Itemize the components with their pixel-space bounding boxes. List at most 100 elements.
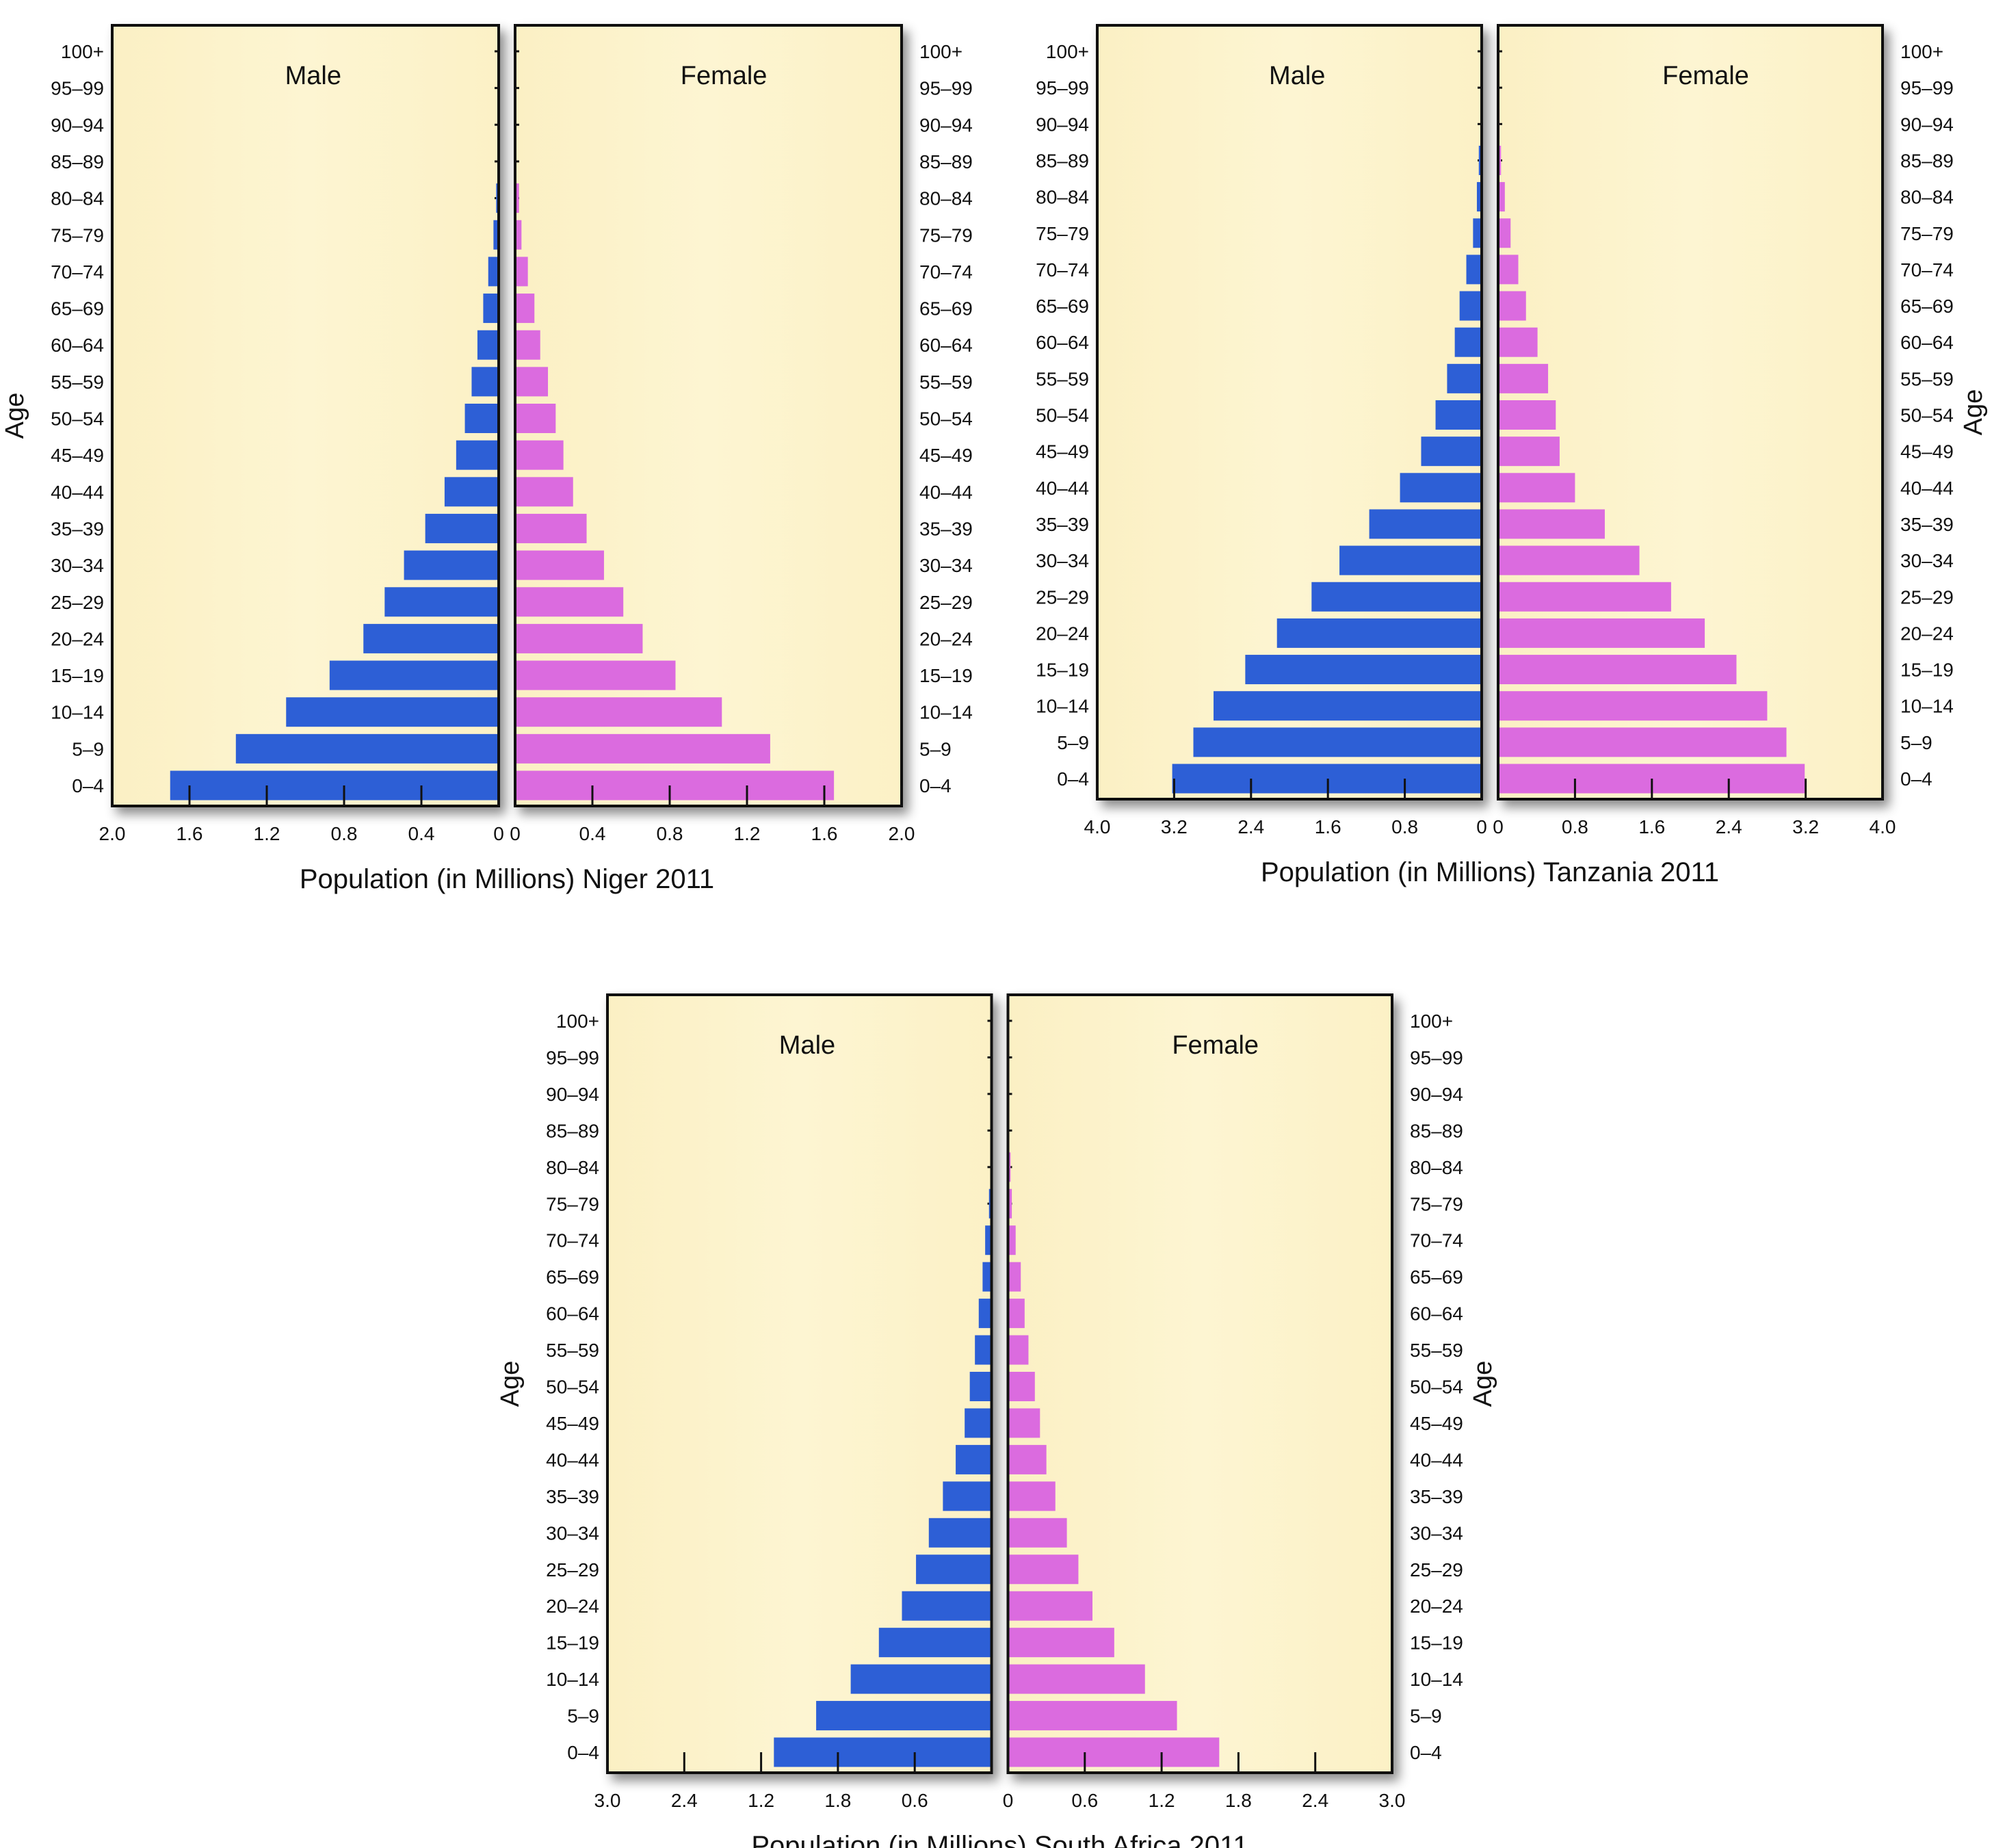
female-bar: [1008, 1408, 1040, 1438]
female-tick-label: 3.0: [1379, 1790, 1406, 1811]
age-label-right: 70–74: [1410, 1230, 1463, 1251]
age-label-right: 15–19: [1410, 1632, 1463, 1654]
age-label-left: 80–84: [546, 1157, 599, 1178]
male-bar: [956, 1444, 992, 1474]
age-label-left: 90–94: [51, 114, 104, 135]
male-bar: [1400, 473, 1482, 503]
age-label-right: 65–69: [919, 298, 973, 320]
male-bar: [329, 660, 499, 690]
male-tick-label: 0.4: [408, 823, 435, 844]
female-bar: [1498, 545, 1640, 575]
female-bar: [1008, 1628, 1114, 1658]
age-label-right: 55–59: [1410, 1340, 1463, 1361]
male-bar: [1476, 182, 1482, 212]
age-label-left: 30–34: [1036, 550, 1089, 571]
age-label-left: 95–99: [1036, 77, 1089, 99]
age-label-left: 60–64: [51, 335, 104, 356]
age-label-right: 45–49: [1410, 1413, 1463, 1434]
y-axis-title-right: Age: [1469, 1361, 1497, 1407]
male-bar: [477, 330, 499, 360]
male-bar: [969, 1372, 992, 1401]
female-bar: [1498, 437, 1560, 467]
age-label-right: 50–54: [1410, 1377, 1463, 1398]
female-bar: [515, 513, 587, 543]
male-tick-label: 0.8: [331, 823, 358, 844]
female-bar: [1498, 691, 1768, 721]
female-bar: [1008, 1591, 1093, 1621]
age-label-right: 35–39: [1900, 514, 1954, 535]
age-label-right: 35–39: [919, 518, 973, 539]
age-label-right: 90–94: [1900, 114, 1954, 135]
age-label-right: 20–24: [1410, 1596, 1463, 1617]
age-label-left: 55–59: [546, 1340, 599, 1361]
male-bar: [978, 1299, 992, 1329]
age-label-left: 100+: [1046, 41, 1089, 62]
male-bar: [1435, 400, 1482, 430]
age-label-right: 60–64: [1410, 1303, 1463, 1325]
male-bar: [1214, 691, 1482, 721]
age-label-right: 5–9: [919, 738, 952, 759]
female-bar: [1498, 255, 1519, 285]
age-label-left: 70–74: [51, 261, 104, 283]
age-label-right: 100+: [919, 41, 962, 62]
female-label: Female: [1662, 62, 1749, 90]
age-label-right: 95–99: [919, 78, 973, 99]
age-label-right: 5–9: [1900, 732, 1932, 753]
age-label-left: 15–19: [1036, 660, 1089, 681]
age-label-left: 10–14: [1036, 696, 1089, 717]
age-label-left: 100+: [556, 1011, 599, 1032]
age-label-left: 50–54: [51, 408, 104, 430]
male-bar: [1466, 255, 1482, 285]
male-bar: [1311, 582, 1482, 612]
age-label-left: 95–99: [546, 1047, 599, 1068]
age-label-right: 75–79: [919, 224, 973, 246]
x-axis-title: Population (in Millions) Tanzania 2011: [1261, 857, 1719, 887]
male-tick-label: 0: [493, 823, 504, 844]
female-bar: [1498, 473, 1575, 503]
age-label-left: 25–29: [1036, 586, 1089, 608]
male-tick-label: 1.2: [748, 1790, 774, 1811]
age-label-right: 15–19: [919, 665, 973, 686]
female-bar: [1498, 727, 1787, 757]
male-bar: [170, 770, 499, 801]
age-label-right: 10–14: [1410, 1669, 1463, 1690]
x-axis-title: Population (in Millions) Niger 2011: [300, 864, 714, 894]
male-tick-label: 2.0: [99, 823, 126, 844]
male-tick-label: 1.8: [824, 1790, 851, 1811]
female-bar: [1008, 1444, 1047, 1474]
male-bar: [471, 367, 499, 397]
female-bar: [1008, 1554, 1079, 1585]
female-bar: [515, 404, 556, 433]
female-bar: [515, 330, 540, 360]
age-label-left: 55–59: [51, 372, 104, 393]
female-bar: [1498, 655, 1737, 685]
age-label-right: 30–34: [919, 555, 973, 576]
female-bar: [1498, 582, 1671, 612]
female-bar: [1008, 1518, 1067, 1548]
age-label-right: 30–34: [1900, 550, 1954, 571]
age-label-left: 5–9: [72, 738, 104, 759]
age-label-left: 20–24: [51, 628, 104, 649]
age-label-right: 25–29: [1410, 1559, 1463, 1580]
age-label-left: 45–49: [1036, 441, 1089, 463]
age-label-left: 90–94: [1036, 114, 1089, 135]
age-label-left: 70–74: [546, 1230, 599, 1251]
female-tick-label: 2.0: [889, 823, 915, 844]
age-label-right: 45–49: [919, 445, 973, 466]
age-label-right: 70–74: [919, 261, 973, 283]
age-label-left: 60–64: [1036, 332, 1089, 353]
age-label-left: 0–4: [567, 1742, 599, 1763]
female-label: Female: [1172, 1031, 1259, 1060]
female-bar: [1008, 1664, 1145, 1694]
male-tick-label: 1.2: [254, 823, 280, 844]
female-bar: [1008, 1335, 1029, 1365]
age-label-right: 70–74: [1900, 259, 1954, 281]
female-bar: [515, 220, 522, 250]
female-tick-label: 1.2: [734, 823, 761, 844]
male-bar: [985, 1225, 992, 1255]
female-tick-label: 0.8: [657, 823, 683, 844]
age-label-left: 30–34: [546, 1522, 599, 1544]
male-bar: [1193, 727, 1482, 757]
age-label-right: 55–59: [919, 372, 973, 393]
age-label-right: 15–19: [1900, 660, 1954, 681]
